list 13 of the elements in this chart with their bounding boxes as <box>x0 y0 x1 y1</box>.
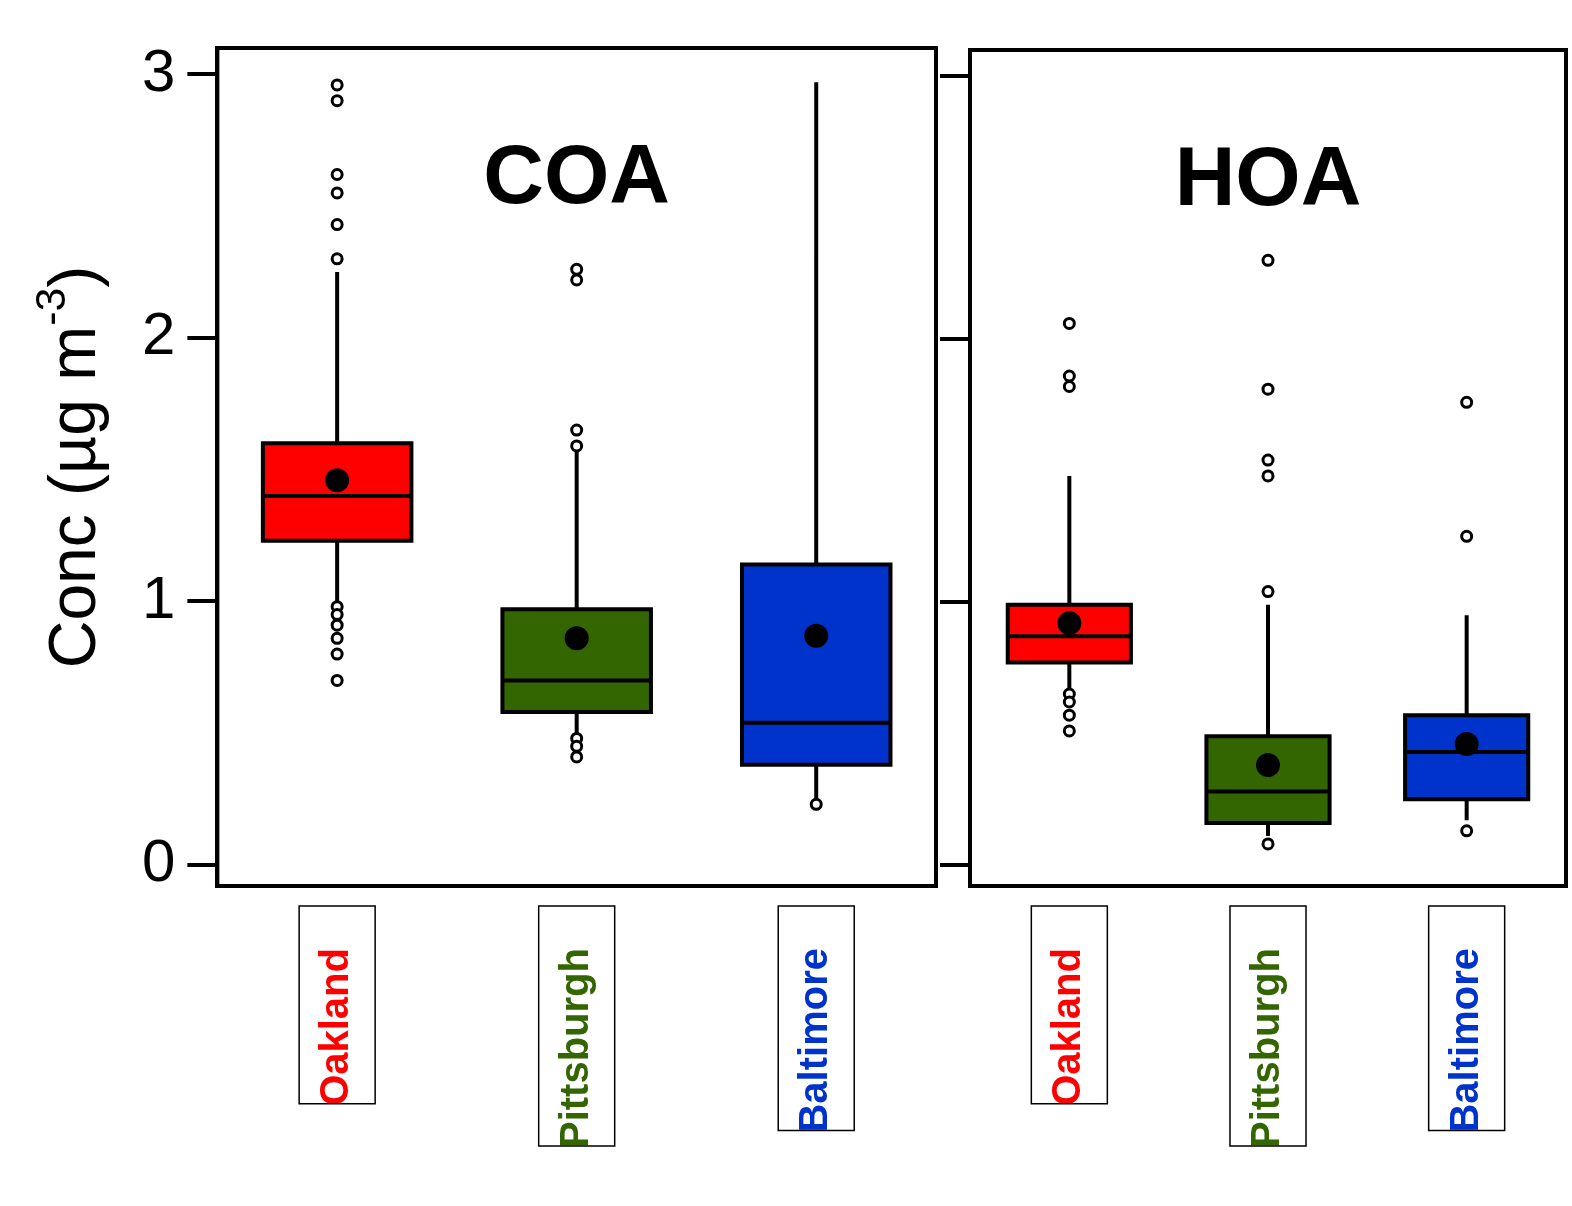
x-tick-label: Oakland <box>312 948 357 1106</box>
text: COA <box>483 127 671 221</box>
text: HOA <box>1174 129 1362 223</box>
y-tick-label: 1 <box>141 563 176 631</box>
x-tick-label: Baltimore <box>1441 948 1486 1133</box>
y-tick-label: 0 <box>141 827 176 895</box>
y-tick-label: 2 <box>141 300 176 368</box>
x-tick-label: Pittsburgh <box>1243 948 1288 1148</box>
y-tick-label: 3 <box>141 36 176 104</box>
x-tick-label: Oakland <box>1044 948 1089 1106</box>
y-axis-title: Conc (µg m-3) <box>26 265 109 669</box>
x-tick-label: Baltimore <box>791 948 836 1133</box>
x-tick-label: Pittsburgh <box>551 948 596 1148</box>
